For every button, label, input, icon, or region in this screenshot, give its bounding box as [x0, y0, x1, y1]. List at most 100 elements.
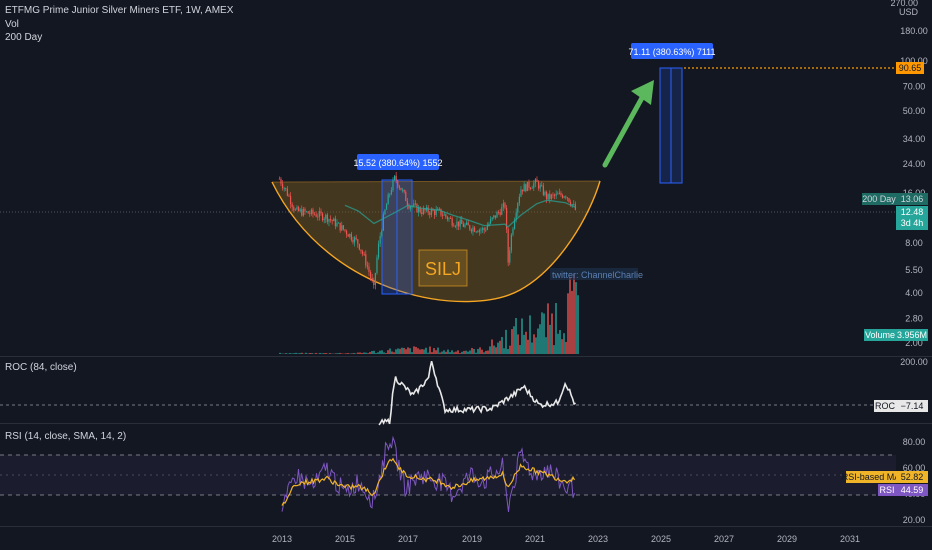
time-axis-label: 2013 — [272, 534, 292, 544]
volume-bar — [511, 329, 513, 354]
cup-pattern-curve[interactable] — [271, 180, 601, 303]
price-candle — [393, 175, 396, 180]
price-candle — [557, 193, 559, 195]
time-axis-label: 2017 — [398, 534, 418, 544]
volume-bar — [363, 352, 365, 354]
price-candle — [326, 214, 328, 222]
volume-bar — [537, 328, 539, 354]
price-candle — [573, 204, 575, 205]
volume-bar — [521, 318, 523, 354]
volume-bar — [433, 348, 435, 354]
price-candle — [309, 213, 311, 215]
time-axis-label: 2019 — [462, 534, 482, 544]
volume-bar — [427, 352, 429, 354]
price-candle — [465, 222, 468, 225]
price-candle — [389, 194, 391, 195]
price-candle — [536, 179, 538, 182]
price-candle — [525, 184, 527, 192]
volume-bar — [383, 352, 385, 354]
price-candle — [501, 207, 503, 215]
price-candle — [427, 207, 429, 213]
volume-tag-value-bg — [896, 329, 928, 341]
measure-label-2-bg — [631, 43, 713, 59]
volume-series[interactable] — [279, 274, 579, 354]
time-axis[interactable]: 2013 2015 2017 2019 2021 2023 2025 2027 2029 2031 — [272, 534, 860, 544]
price-candle — [366, 265, 368, 267]
price-candle — [505, 207, 508, 230]
price-axis[interactable]: 180.00100.0070.0050.0034.0024.0016.0012.… — [900, 26, 928, 348]
price-candle — [349, 233, 351, 237]
price-candle — [547, 193, 549, 200]
price-candle — [419, 207, 421, 213]
volume-bar — [419, 349, 421, 354]
volume-bar — [365, 352, 367, 354]
vol-label[interactable]: Vol — [5, 19, 19, 30]
time-axis-label: 2027 — [714, 534, 734, 544]
price-candle — [472, 227, 474, 232]
price-candle — [448, 218, 450, 220]
price-candle — [494, 215, 496, 218]
price-candle — [566, 197, 568, 199]
volume-bar — [401, 347, 403, 354]
roc-panel-title[interactable]: ROC (84, close) — [5, 362, 77, 373]
ticker-label-box[interactable] — [418, 249, 468, 287]
price-axis-top-partial: 270.00 — [890, 0, 918, 8]
time-axis-label: 2031 — [840, 534, 860, 544]
rsi-panel-title[interactable]: RSI (14, close, SMA, 14, 2) — [5, 431, 127, 442]
price-candle — [417, 207, 420, 213]
ma-200-line[interactable] — [344, 199, 577, 228]
rsi-axis-tick: 60.00 — [903, 463, 926, 473]
volume-bar — [389, 348, 391, 354]
cup-rim-line — [271, 180, 601, 183]
price-candle — [333, 218, 335, 222]
roc-line[interactable] — [378, 361, 576, 426]
volume-bar — [541, 312, 543, 354]
price-tag-value: 12.48 — [901, 207, 924, 217]
price-candle — [281, 183, 284, 189]
volume-bar — [493, 345, 495, 354]
volume-bar — [503, 348, 505, 354]
volume-bar — [335, 353, 337, 354]
volume-bar — [533, 334, 535, 354]
volume-bar — [461, 351, 463, 354]
price-candle — [358, 243, 360, 250]
volume-bar — [447, 349, 449, 354]
price-candle — [533, 183, 535, 188]
volume-bar — [481, 349, 483, 354]
volume-bar — [405, 349, 407, 354]
price-candle — [401, 189, 404, 191]
volume-bar — [499, 340, 501, 354]
volume-bar — [415, 346, 417, 354]
price-candle — [473, 227, 476, 232]
price-candle — [537, 181, 540, 189]
time-axis-label: 2025 — [651, 534, 671, 544]
price-candle — [438, 208, 440, 210]
ma-tag-name: 200 Day — [862, 194, 896, 204]
volume-bar — [435, 350, 437, 354]
volume-bar — [391, 351, 393, 354]
volume-bar — [301, 352, 303, 354]
volume-bar — [387, 350, 389, 354]
price-candle — [312, 209, 314, 214]
rsi-line[interactable] — [281, 435, 575, 513]
price-candle — [493, 215, 495, 218]
roc-tag-name-bg — [874, 400, 896, 412]
price-candle — [315, 214, 317, 217]
ma-label[interactable]: 200 Day — [5, 32, 43, 43]
volume-bar — [569, 277, 571, 354]
volume-bar — [495, 347, 497, 354]
price-candle — [377, 243, 380, 258]
price-candle — [571, 204, 573, 206]
price-candle — [390, 190, 392, 195]
volume-bar — [509, 345, 511, 354]
price-candle — [374, 273, 376, 285]
chart-title[interactable]: ETFMG Prime Junior Silver Miners ETF, 1W… — [5, 5, 234, 16]
price-tag-countdown: 3d 4h — [901, 218, 924, 228]
rsi-ma-line[interactable] — [281, 457, 576, 506]
volume-bar — [487, 350, 489, 354]
price-candle — [408, 205, 410, 209]
projection-arrow[interactable] — [602, 80, 654, 168]
price-candle — [342, 225, 344, 230]
price-candle — [373, 280, 375, 285]
